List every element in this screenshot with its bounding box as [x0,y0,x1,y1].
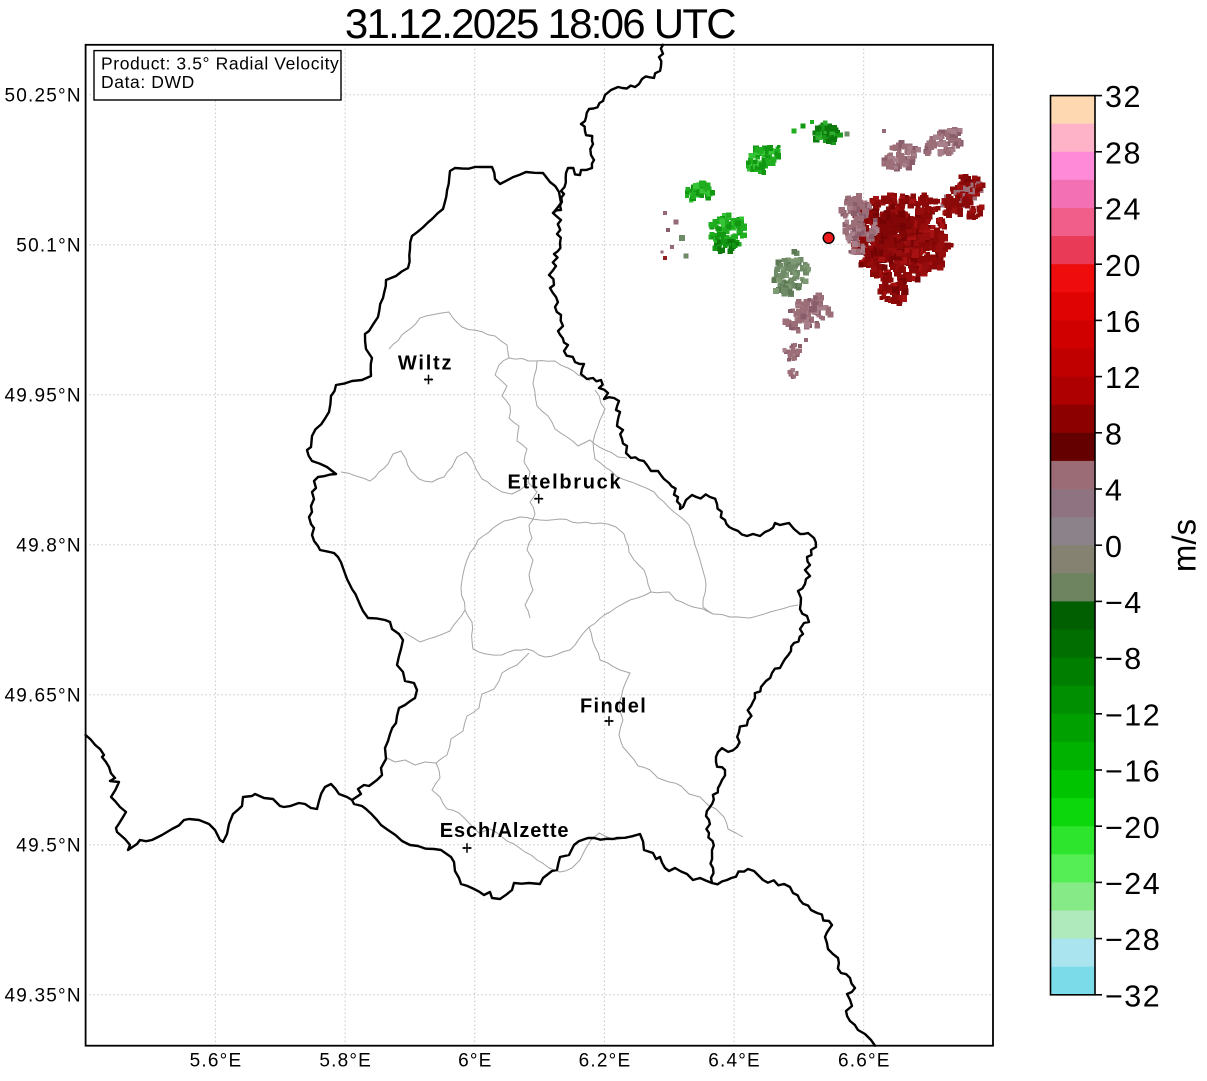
svg-text:28: 28 [1105,136,1142,170]
svg-text:49.95°N: 49.95°N [5,386,82,407]
svg-text:Ettelbruck: Ettelbruck [507,471,622,493]
svg-text:−12: −12 [1105,698,1161,732]
svg-text:49.5°N: 49.5°N [16,836,82,857]
svg-text:5.8°E: 5.8°E [319,1051,372,1072]
svg-text:0: 0 [1105,530,1123,564]
svg-text:5.6°E: 5.6°E [190,1051,243,1072]
svg-text:−24: −24 [1105,867,1161,901]
svg-text:−20: −20 [1105,811,1161,845]
svg-text:Wiltz: Wiltz [398,353,453,375]
svg-text:24: 24 [1105,193,1142,227]
svg-text:20: 20 [1105,249,1142,283]
svg-text:6°E: 6°E [458,1051,492,1072]
svg-text:8: 8 [1105,417,1123,451]
svg-text:Data: DWD: Data: DWD [101,72,195,92]
svg-text:49.8°N: 49.8°N [16,536,82,557]
svg-text:50.1°N: 50.1°N [16,236,82,257]
svg-text:−8: −8 [1105,642,1143,676]
svg-text:Product: 3.5° Radial Velocity: Product: 3.5° Radial Velocity [101,54,339,74]
svg-text:32: 32 [1105,80,1142,114]
svg-text:−28: −28 [1105,923,1161,957]
svg-text:−4: −4 [1105,586,1143,620]
svg-text:6.4°E: 6.4°E [708,1051,761,1072]
svg-text:m/s: m/s [1166,519,1203,572]
svg-text:49.65°N: 49.65°N [5,686,82,707]
svg-text:6.2°E: 6.2°E [579,1051,632,1072]
svg-text:49.35°N: 49.35°N [5,986,82,1007]
svg-text:Esch/Alzette: Esch/Alzette [440,820,570,842]
svg-text:16: 16 [1105,305,1142,339]
svg-text:−32: −32 [1105,979,1161,1013]
svg-text:4: 4 [1105,474,1123,508]
svg-text:Findel: Findel [580,696,647,718]
svg-text:6.6°E: 6.6°E [838,1051,891,1072]
svg-text:−16: −16 [1105,755,1161,789]
svg-text:31.12.2025 18:06 UTC: 31.12.2025 18:06 UTC [345,0,735,47]
svg-text:50.25°N: 50.25°N [5,86,82,107]
svg-text:12: 12 [1105,361,1142,395]
